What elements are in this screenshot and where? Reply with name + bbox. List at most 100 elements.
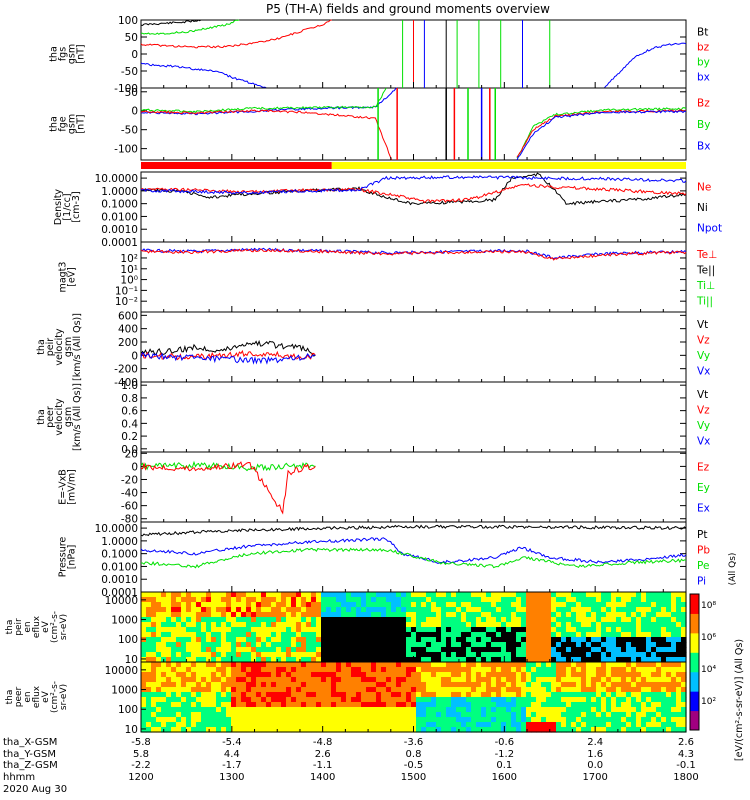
spectrogram-cell (291, 627, 297, 633)
spectrogram-cell (466, 652, 472, 658)
spectrogram-cell (296, 632, 302, 638)
spectrogram-cell (581, 652, 587, 658)
spectrogram-cell (626, 662, 632, 668)
spectrogram-cell (191, 687, 197, 693)
spectrogram-cell (256, 607, 262, 613)
spectrogram-cell (571, 682, 577, 688)
spectrogram-cell (331, 727, 337, 733)
spectrogram-cell (226, 632, 232, 638)
spectrogram-cell (301, 657, 307, 663)
spectrogram-cell (366, 657, 372, 663)
spectrogram-cell (606, 632, 612, 638)
spectrogram-cell (146, 697, 152, 703)
spectrogram-cell (331, 717, 337, 723)
spectrogram-cell (536, 627, 542, 633)
spectrogram-cell (576, 597, 582, 603)
spectrogram-cell (511, 667, 517, 673)
spectrogram-cell (286, 682, 292, 688)
spectrogram-cell (646, 597, 652, 603)
spectrogram-cell (391, 687, 397, 693)
spectrogram-cell (456, 722, 462, 728)
spectrogram-cell (556, 697, 562, 703)
spectrogram-cell (411, 662, 417, 668)
spectrogram-cell (496, 717, 502, 723)
spectrogram-cell (451, 707, 457, 713)
spectrogram-cell (316, 592, 322, 598)
spectrogram-cell (151, 707, 157, 713)
spectrogram-cell (506, 717, 512, 723)
spectrogram-cell (661, 677, 667, 683)
spectrogram-cell (666, 627, 672, 633)
spectrogram-cell (566, 647, 572, 653)
spectrogram-cell (226, 652, 232, 658)
spectrogram-cell (261, 712, 267, 718)
spectrogram-cell (456, 612, 462, 618)
spectrogram-cell (201, 617, 207, 623)
spectrogram-cell (236, 592, 242, 598)
spectrogram-cell (416, 597, 422, 603)
spectrogram-cell (426, 702, 432, 708)
spectrogram-cell (406, 602, 412, 608)
spectrogram-cell (541, 642, 547, 648)
spectrogram-cell (496, 602, 502, 608)
spectrogram-cell (226, 597, 232, 603)
spectrogram-cell (156, 642, 162, 648)
spectrogram-cell (191, 647, 197, 653)
spectrogram-cell (571, 667, 577, 673)
spectrogram-cell (401, 622, 407, 628)
spectrogram-cell (641, 652, 647, 658)
y-tick-label: -20 (121, 474, 138, 486)
spectrogram-cell (626, 722, 632, 728)
spectrogram-cell (576, 727, 582, 733)
spectrogram-cell (321, 692, 327, 698)
spectrogram-cell (206, 682, 212, 688)
series-Ez (140, 461, 316, 515)
spectrogram-cell (421, 597, 427, 603)
spectrogram-cell (256, 672, 262, 678)
x-row-value: -3.6 (404, 737, 424, 748)
spectrogram-cell (336, 652, 342, 658)
y-tick-label: 0 (131, 461, 138, 473)
spectrogram-cell (201, 707, 207, 713)
spectrogram-cell (456, 637, 462, 643)
spectrogram-cell (526, 667, 532, 673)
spectrogram-cell (566, 622, 572, 628)
spectrogram-cell (671, 667, 677, 673)
spectrogram-cell (211, 627, 217, 633)
spectrogram-cell (421, 622, 427, 628)
spectrogram-cell (196, 692, 202, 698)
spectrogram-cell (166, 722, 172, 728)
spectrogram-cell (251, 697, 257, 703)
spectrogram-cell (311, 592, 317, 598)
spectrogram-cell (176, 697, 182, 703)
spectrogram-cell (311, 657, 317, 663)
x-row-value: 1400 (310, 772, 335, 783)
spectrogram-cell (321, 657, 327, 663)
spectrogram-cell (491, 592, 497, 598)
spectrogram-cell (156, 602, 162, 608)
spectrogram-cell (521, 677, 527, 683)
spectrogram-cell (241, 657, 247, 663)
spectrogram-cell (591, 657, 597, 663)
spectrogram-cell (341, 692, 347, 698)
spectrogram-cell (411, 672, 417, 678)
spectrogram-cell (221, 597, 227, 603)
spectrogram-cell (476, 687, 482, 693)
spectrogram-cell (426, 592, 432, 598)
spectrogram-cell (586, 682, 592, 688)
spectrogram-cell (481, 657, 487, 663)
spectrogram-cell (266, 622, 272, 628)
spectrogram-cell (316, 612, 322, 618)
spectrogram-cell (581, 602, 587, 608)
spectrogram-cell (336, 637, 342, 643)
spectrogram-cell (681, 612, 687, 618)
x-row-value: 4.4 (224, 749, 240, 760)
spectrogram-cell (641, 682, 647, 688)
spectrogram-cell (436, 672, 442, 678)
spectrogram-cell (621, 692, 627, 698)
spectrogram-cell (671, 657, 677, 663)
spectrogram-cell (431, 592, 437, 598)
spectrogram-cell (441, 722, 447, 728)
spectrogram-cell (351, 602, 357, 608)
spectrogram-cell (316, 722, 322, 728)
